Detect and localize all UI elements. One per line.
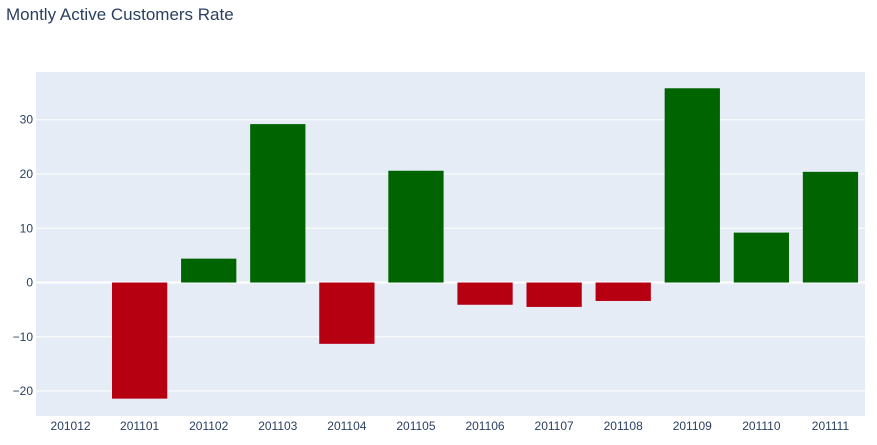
y-axis: −20 −10 0 10 20 30 xyxy=(13,113,34,398)
bar-201109 xyxy=(664,88,720,283)
x-tick-label: 201107 xyxy=(535,419,574,433)
bar-201111 xyxy=(802,171,859,283)
bar-201103 xyxy=(250,124,306,283)
gridlines xyxy=(36,119,865,392)
y-tick-label: −10 xyxy=(13,330,34,344)
x-tick-label: 201106 xyxy=(465,419,504,433)
x-tick-label: 201109 xyxy=(673,419,712,433)
x-axis: 201012 201101 201102 201103 201104 201105 2011… xyxy=(51,419,850,433)
bar-201104 xyxy=(319,282,375,344)
x-tick-label: 201108 xyxy=(604,419,643,433)
x-tick-label: 201102 xyxy=(189,419,228,433)
bars xyxy=(111,88,859,399)
bar-201102 xyxy=(181,258,237,283)
x-tick-label: 201103 xyxy=(258,419,297,433)
y-tick-label: 0 xyxy=(26,276,33,290)
x-tick-label: 201101 xyxy=(120,419,159,433)
chart-title: Montly Active Customers Rate xyxy=(6,5,234,24)
x-tick-label: 201110 xyxy=(742,419,781,433)
x-tick-label: 201012 xyxy=(51,419,91,433)
bar-201110 xyxy=(733,232,790,283)
bar-201101 xyxy=(111,282,168,399)
x-tick-label: 201105 xyxy=(396,419,435,433)
bar-201106 xyxy=(457,282,513,305)
y-tick-label: −20 xyxy=(13,384,34,398)
bar-201105 xyxy=(388,170,444,283)
y-tick-label: 10 xyxy=(20,221,34,235)
y-tick-label: 20 xyxy=(20,167,34,181)
x-tick-label: 201111 xyxy=(812,419,850,433)
bar-201107 xyxy=(526,282,582,307)
bar-201108 xyxy=(595,282,651,301)
x-tick-label: 201104 xyxy=(327,419,366,433)
plot-background xyxy=(36,72,865,416)
y-tick-label: 30 xyxy=(20,113,34,127)
